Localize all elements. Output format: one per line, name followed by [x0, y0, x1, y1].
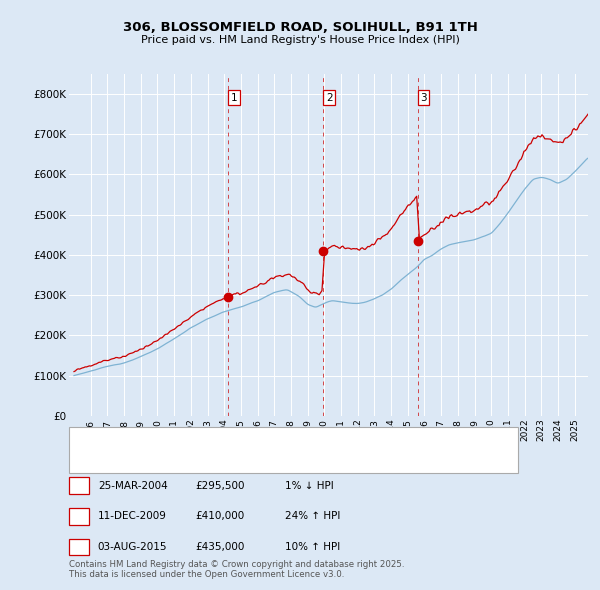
Text: £435,000: £435,000	[195, 542, 244, 552]
Text: 11-DEC-2009: 11-DEC-2009	[98, 512, 167, 521]
Text: £410,000: £410,000	[195, 512, 244, 521]
Text: —: —	[76, 431, 92, 447]
Text: HPI: Average price, detached house, Solihull: HPI: Average price, detached house, Soli…	[96, 454, 306, 463]
Text: 2: 2	[326, 93, 332, 103]
Text: £295,500: £295,500	[195, 481, 245, 490]
Text: 03-AUG-2015: 03-AUG-2015	[98, 542, 167, 552]
Text: 306, BLOSSOMFIELD ROAD, SOLIHULL, B91 1TH: 306, BLOSSOMFIELD ROAD, SOLIHULL, B91 1T…	[122, 21, 478, 34]
Text: Contains HM Land Registry data © Crown copyright and database right 2025.
This d: Contains HM Land Registry data © Crown c…	[69, 560, 404, 579]
Text: 2: 2	[76, 512, 82, 521]
Text: —: —	[76, 451, 92, 466]
Text: 1: 1	[76, 481, 82, 490]
Text: Price paid vs. HM Land Registry's House Price Index (HPI): Price paid vs. HM Land Registry's House …	[140, 35, 460, 45]
Text: 3: 3	[76, 542, 82, 552]
Text: 1% ↓ HPI: 1% ↓ HPI	[285, 481, 334, 490]
Text: 3: 3	[420, 93, 427, 103]
Text: 306, BLOSSOMFIELD ROAD, SOLIHULL, B91 1TH (detached house): 306, BLOSSOMFIELD ROAD, SOLIHULL, B91 1T…	[96, 434, 408, 444]
Text: 24% ↑ HPI: 24% ↑ HPI	[285, 512, 340, 521]
Text: 25-MAR-2004: 25-MAR-2004	[98, 481, 167, 490]
Text: 10% ↑ HPI: 10% ↑ HPI	[285, 542, 340, 552]
Text: 1: 1	[230, 93, 237, 103]
